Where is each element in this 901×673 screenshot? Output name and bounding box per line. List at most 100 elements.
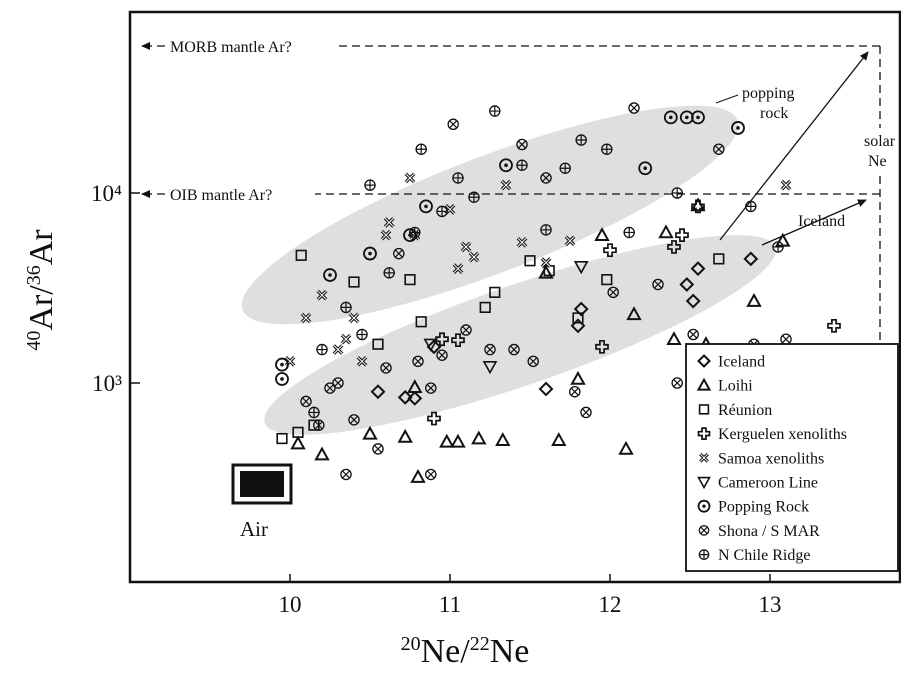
oib-label: OIB mantle Ar?: [170, 187, 272, 204]
data-point: [607, 286, 619, 299]
data-point: [451, 333, 465, 348]
data-point: [743, 251, 759, 267]
iceland-arrow-label: Iceland: [798, 213, 845, 230]
data-point: [601, 274, 613, 286]
data-point: [500, 179, 512, 191]
series: [308, 105, 784, 419]
data-point: [348, 312, 360, 324]
data-point: [745, 200, 757, 213]
legend-label: Kerguelen xenoliths: [718, 426, 847, 443]
data-point: [292, 426, 304, 438]
legend-marker: [696, 377, 712, 391]
data-point: [452, 263, 464, 274]
data-point: [439, 433, 455, 448]
data-point: [626, 306, 642, 321]
data-point: [415, 143, 427, 155]
data-point: [482, 360, 498, 375]
data-point: [663, 110, 678, 125]
data-point: [489, 105, 501, 117]
data-point: [275, 372, 289, 386]
data-point: [540, 224, 552, 236]
data-point: [772, 241, 784, 253]
data-point: [363, 246, 377, 261]
data-point: [687, 328, 699, 341]
data-point: [691, 110, 705, 125]
data-point: [425, 468, 437, 481]
data-point: [447, 118, 459, 131]
data-point: [450, 433, 466, 448]
data-point: [404, 274, 416, 286]
data-point: [603, 243, 617, 258]
data-point: [569, 385, 581, 398]
data-point: [573, 260, 589, 275]
y-tick-label: 10³: [92, 371, 122, 396]
morb-label: MORB mantle Ar?: [170, 39, 292, 56]
data-point: [460, 324, 472, 336]
legend: Iceland Loihi Réunion Kerguelen xenoliths Sa…: [685, 343, 899, 572]
data-point: [383, 217, 395, 228]
data-point: [628, 102, 640, 114]
data-point: [580, 406, 592, 419]
data-point: [314, 446, 330, 461]
data-point: [275, 357, 289, 372]
data-point: [499, 158, 513, 173]
popping-rock-label-line2: rock: [760, 105, 788, 122]
data-point: [372, 338, 384, 350]
data-point: [412, 355, 424, 368]
data-point: [570, 370, 586, 385]
data-point: [690, 261, 706, 277]
data-point: [397, 428, 413, 443]
data-point: [572, 312, 584, 324]
legend-marker: [698, 525, 710, 536]
legend-marker: [698, 549, 710, 560]
series: [275, 110, 745, 386]
data-point: [573, 301, 589, 317]
data-point: [468, 191, 480, 203]
data-point: [419, 199, 433, 214]
data-point: [404, 172, 416, 184]
air-label: Air: [240, 517, 268, 541]
popping-rock-field: [241, 105, 739, 325]
data-point: [671, 187, 683, 199]
legend-label: Shona / S MAR: [718, 523, 820, 540]
x-axis-title: 20Ne/22Ne: [401, 633, 530, 670]
data-point: [780, 179, 792, 191]
data-point: [595, 339, 609, 354]
data-point: [691, 199, 705, 214]
data-point: [300, 395, 312, 408]
popping-rock-arrow: [719, 51, 869, 241]
data-point: [362, 425, 378, 440]
x-tick-label: 13: [759, 592, 782, 617]
legend-marker: [697, 427, 711, 440]
data-point: [516, 159, 528, 171]
data-point: [618, 440, 634, 455]
data-point: [666, 331, 682, 346]
data-point: [324, 382, 336, 394]
data-point: [780, 333, 792, 345]
data-point: [540, 172, 552, 184]
data-point: [356, 328, 368, 341]
data-point: [425, 382, 437, 394]
data-point: [407, 379, 423, 394]
legend-label: Réunion: [718, 402, 772, 419]
data-point: [316, 289, 328, 301]
data-point: [423, 338, 439, 352]
data-point: [570, 318, 586, 334]
data-point: [623, 226, 635, 239]
data-point: [380, 362, 392, 374]
data-point: [407, 390, 423, 406]
popping-rock-label-line1: popping: [742, 85, 794, 102]
data-point: [340, 301, 352, 314]
data-point: [658, 224, 674, 239]
data-point: [276, 432, 288, 445]
data-point: [427, 411, 441, 426]
data-point: [827, 318, 841, 333]
data-point: [460, 241, 472, 253]
series: [427, 199, 841, 426]
data-point: [323, 268, 337, 282]
legend-label: Iceland: [718, 354, 765, 371]
data-point: [290, 435, 306, 450]
x-axis: 10 11 12 13: [279, 574, 782, 617]
legend-marker: [697, 354, 711, 368]
data-point: [295, 249, 307, 261]
